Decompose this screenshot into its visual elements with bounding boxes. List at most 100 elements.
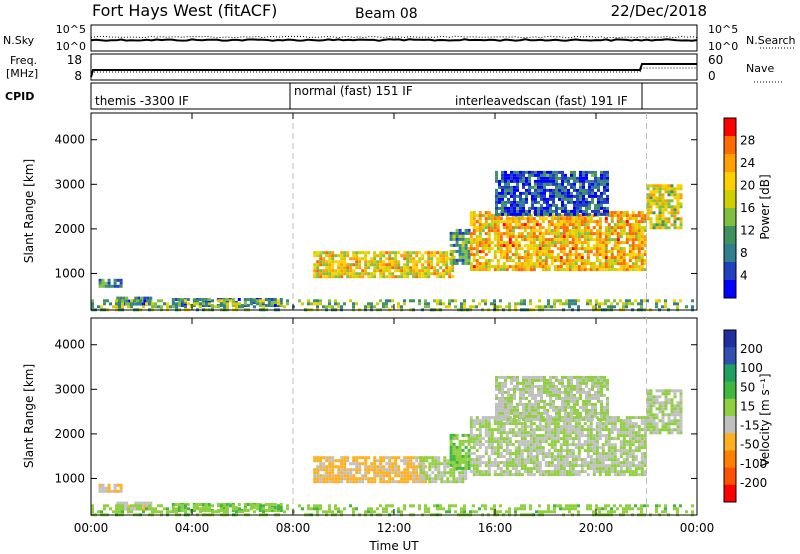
echo-cell: [331, 456, 335, 460]
echo-cell: [607, 452, 611, 456]
echo-cell: [577, 422, 581, 426]
echo-cell: [430, 254, 434, 258]
echo-cell: [505, 223, 509, 227]
echo-cell: [270, 509, 274, 512]
echo-cell: [498, 414, 501, 418]
echo-cell: [601, 302, 604, 306]
echo-cell: [428, 462, 432, 466]
echo-cell: [475, 419, 479, 423]
echo-cell: [475, 235, 479, 239]
echo-cell: [532, 220, 536, 224]
echo-cell: [385, 504, 388, 508]
echo-cell: [142, 510, 145, 514]
echo-cell: [319, 299, 322, 303]
echo-cell: [232, 504, 235, 508]
echo-cell: [607, 458, 611, 462]
echo-cell: [451, 275, 455, 279]
echo-cell: [547, 455, 551, 459]
echo-cell: [619, 253, 623, 257]
echo-cell: [495, 411, 498, 415]
echo-cell: [443, 465, 447, 469]
echo-cell: [619, 473, 623, 477]
echo-cell: [607, 268, 611, 272]
echo-cell: [427, 272, 431, 276]
echo-cell: [449, 237, 453, 241]
echo-cell: [397, 480, 401, 484]
echo-cell: [461, 246, 465, 250]
echo-cell: [589, 428, 593, 432]
echo-cell: [591, 194, 594, 198]
echo-cell: [322, 263, 326, 267]
echo-cell: [628, 214, 632, 218]
echo-cell: [343, 254, 347, 258]
echo-cell: [507, 405, 510, 409]
echo-cell: [628, 461, 632, 465]
echo-cell: [522, 396, 525, 400]
echo-cell: [529, 262, 533, 266]
echo-cell: [655, 431, 659, 435]
echo-cell: [541, 428, 545, 432]
echo-cell: [490, 446, 494, 450]
echo-cell: [529, 440, 533, 444]
echo-cell: [525, 408, 528, 412]
echo-cell: [526, 262, 530, 266]
echo-cell: [552, 405, 555, 409]
echo-cell: [661, 510, 664, 514]
echo-cell: [661, 428, 665, 432]
echo-cell: [547, 510, 550, 514]
echo-cell: [559, 467, 563, 471]
echo-cell: [461, 237, 465, 241]
echo-cell: [409, 251, 413, 255]
echo-cell: [130, 510, 133, 514]
echo-cell: [541, 232, 545, 236]
echo-cell: [531, 396, 534, 400]
echo-cell: [610, 256, 614, 260]
echo-cell: [523, 446, 527, 450]
echo-cell: [607, 250, 611, 254]
echo-cell: [422, 471, 426, 475]
echo-cell: [268, 299, 271, 303]
echo-cell: [631, 256, 635, 260]
echo-cell: [562, 434, 566, 438]
echo-cell: [528, 414, 531, 418]
echo-cell: [559, 247, 563, 251]
echo-cell: [264, 304, 268, 307]
echo-cell: [640, 262, 644, 266]
echo-cell: [115, 504, 118, 508]
echo-cell: [258, 301, 262, 304]
echo-cell: [586, 455, 590, 459]
echo-cell: [496, 461, 500, 465]
echo-cell: [555, 173, 558, 177]
echo-cell: [673, 302, 676, 306]
echo-cell: [391, 266, 395, 270]
echo-cell: [607, 259, 611, 263]
echo-cell: [469, 232, 473, 236]
echo-cell: [331, 510, 334, 514]
echo-cell: [331, 305, 334, 309]
echo-cell: [559, 299, 562, 303]
echo-cell: [469, 440, 473, 444]
echo-cell: [558, 387, 561, 391]
echo-cell: [184, 504, 187, 508]
echo-cell: [337, 468, 341, 472]
echo-cell: [562, 464, 566, 468]
echo-cell: [637, 461, 641, 465]
echo-cell: [458, 480, 462, 484]
echo-cell: [568, 473, 572, 477]
echo-cell: [628, 428, 632, 432]
echo-cell: [532, 437, 536, 441]
echo-cell: [458, 246, 462, 250]
echo-cell: [664, 413, 668, 417]
echo-cell: [235, 302, 238, 306]
echo-cell: [559, 443, 563, 447]
echo-cell: [553, 446, 557, 450]
echo-cell: [425, 456, 429, 460]
echo-cell: [472, 238, 476, 242]
echo-cell: [558, 170, 561, 174]
echo-cell: [540, 387, 543, 391]
noise-left-tick-bottom: 10^0: [56, 40, 86, 53]
echo-cell: [589, 220, 593, 224]
echo-cell: [658, 214, 662, 218]
echo-cell: [379, 263, 383, 267]
echo-cell: [556, 428, 560, 432]
